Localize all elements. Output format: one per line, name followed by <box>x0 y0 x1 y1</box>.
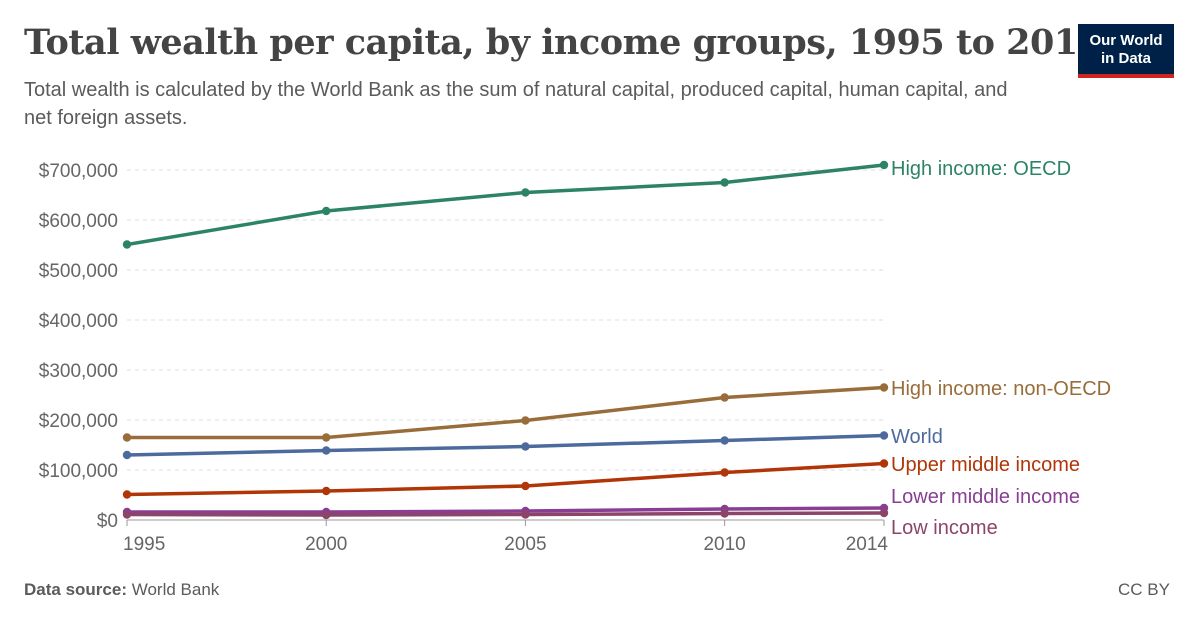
data-point <box>122 240 132 249</box>
data-point <box>720 393 729 402</box>
series-label: High income: non-OECD <box>891 378 1111 400</box>
y-tick-label: $100,000 <box>39 461 118 482</box>
data-point <box>322 206 331 216</box>
data-point <box>521 481 530 491</box>
data-point <box>322 433 331 442</box>
series-line <box>125 511 886 517</box>
x-tick-label: 2005 <box>504 534 546 555</box>
data-point <box>122 490 132 499</box>
license-link[interactable]: CC BY <box>1118 580 1170 599</box>
x-tick-label: 1995 <box>123 534 165 555</box>
y-tick-label: $700,000 <box>39 161 118 182</box>
chart-subtitle: Total wealth is calculated by the World … <box>24 79 1008 129</box>
data-point <box>322 510 331 520</box>
series-label: World <box>891 426 943 448</box>
x-tick-label: 2010 <box>703 534 745 555</box>
data-point <box>521 416 530 425</box>
data-point <box>521 442 530 451</box>
y-tick-label: $500,000 <box>39 261 118 282</box>
series-line <box>125 163 886 247</box>
series-label: High income: OECD <box>891 158 1071 180</box>
data-point <box>322 486 331 496</box>
x-tick-label: 2014 <box>846 534 889 555</box>
data-point <box>720 178 729 187</box>
y-tick-label: $600,000 <box>39 211 118 232</box>
data-point <box>879 431 889 440</box>
series-line <box>125 506 886 514</box>
y-tick-label: $300,000 <box>39 361 118 382</box>
series-line <box>125 461 886 497</box>
logo-line-1: Our World <box>1089 32 1163 49</box>
y-tick-label: $0 <box>97 511 118 532</box>
data-point <box>521 188 530 197</box>
data-source-value[interactable]: World Bank <box>131 580 220 599</box>
y-tick-label: $400,000 <box>39 311 118 332</box>
chart-title: Total wealth per capita, by income group… <box>24 22 1102 63</box>
y-tick-label: $200,000 <box>39 411 118 432</box>
data-point <box>122 433 132 442</box>
data-point <box>720 468 729 477</box>
series-line <box>125 385 886 440</box>
data-point <box>879 160 889 170</box>
data-point <box>122 510 132 519</box>
data-point <box>879 383 889 392</box>
series-label: Upper middle income <box>891 454 1080 476</box>
series-label: Low income <box>891 517 998 539</box>
series-label: Lower middle income <box>891 486 1080 508</box>
data-point <box>720 436 729 445</box>
owid-logo[interactable]: Our World in Data <box>1078 24 1174 78</box>
data-point <box>122 450 132 460</box>
x-tick-label: 2000 <box>305 534 347 555</box>
data-point <box>720 509 729 518</box>
data-point <box>879 459 889 468</box>
data-source-label: Data source: <box>24 580 127 599</box>
data-point <box>322 446 331 455</box>
data-point <box>521 510 530 519</box>
data-source: Data source: World Bank <box>24 580 219 600</box>
logo-line-2: in Data <box>1100 50 1151 67</box>
data-point <box>879 508 889 518</box>
